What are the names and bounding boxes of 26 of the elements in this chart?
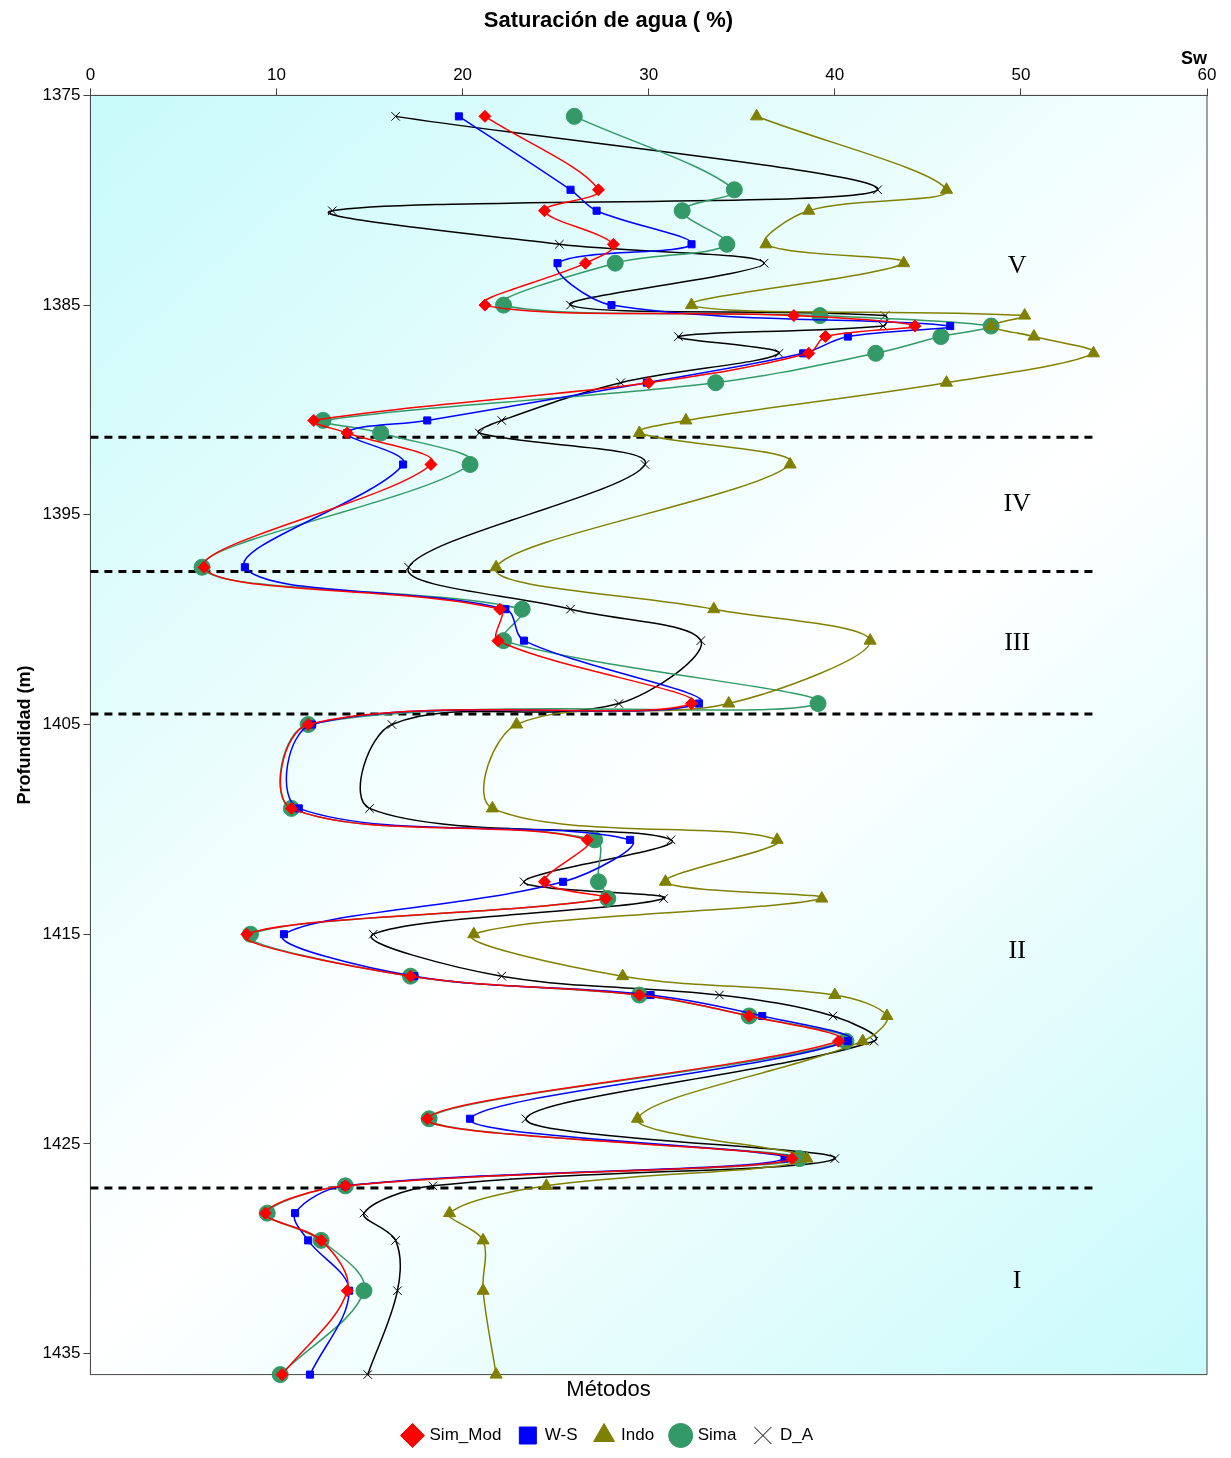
x-tick-label: 0	[85, 64, 96, 84]
chart-title: Saturación de agua ( %)	[483, 7, 734, 33]
legend-label: Sim_Mod	[429, 1425, 502, 1445]
y-tick-label: 1395	[42, 504, 81, 524]
y-tick-label: 1435	[42, 1343, 81, 1363]
x-tick-label: 30	[639, 64, 659, 84]
x-tick-label: 50	[1011, 64, 1031, 84]
legend-title: Métodos	[566, 1375, 651, 1401]
legend-label: D_A	[779, 1425, 814, 1445]
annotation: IV	[1003, 488, 1032, 518]
y-tick-label: 1375	[42, 85, 81, 105]
legend-label: W-S	[544, 1425, 578, 1445]
annotation: I	[1012, 1265, 1022, 1295]
annotation: V	[1007, 250, 1027, 280]
y-tick-label: 1425	[42, 1133, 81, 1153]
x-tick-label: 40	[825, 64, 845, 84]
x-tick-label: 20	[453, 64, 473, 84]
y-tick-label: 1405	[42, 714, 81, 734]
legend-label: Sima	[697, 1425, 737, 1445]
y-axis-title: Profundidad (m)	[13, 665, 34, 805]
y-tick-label: 1385	[42, 294, 81, 314]
legend-label: Indo	[621, 1425, 655, 1445]
annotation: III	[1004, 626, 1031, 656]
y-tick-label: 1415	[42, 923, 81, 943]
annotation: II	[1008, 934, 1026, 964]
x-tick-label: 10	[267, 64, 286, 84]
